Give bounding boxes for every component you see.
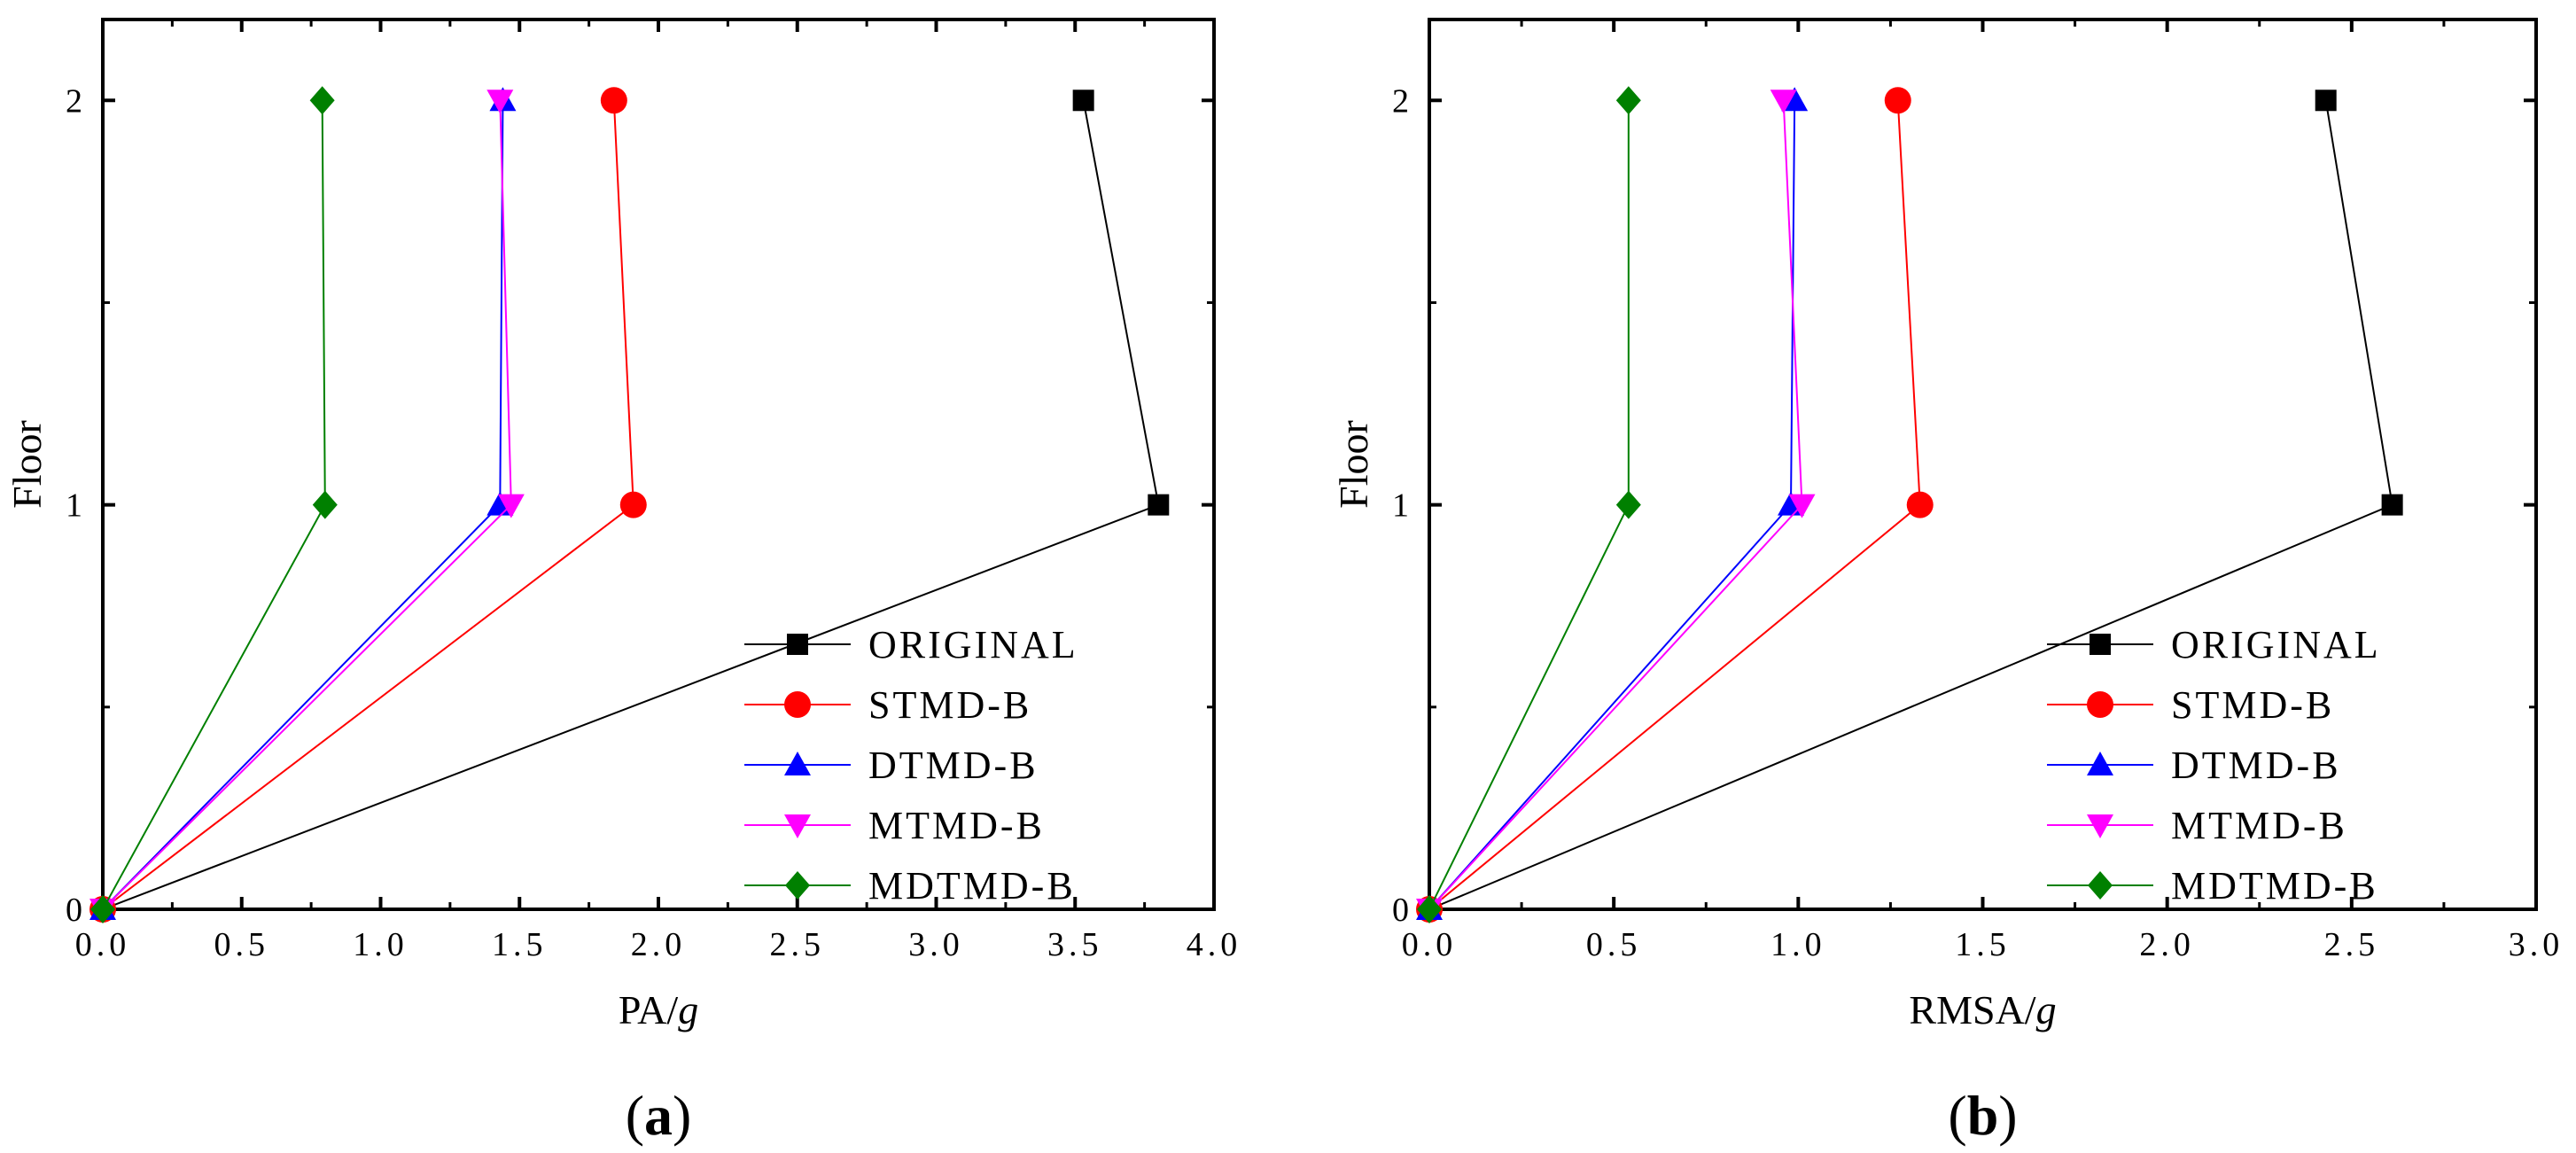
series-dtmd-b [89,87,517,920]
panel-label: (a) [626,1084,692,1147]
series-line [102,100,326,910]
x-tick-label: 1.0 [1771,926,1826,963]
y-tick-label: 1 [66,487,87,525]
legend-label: MTMD-B [2171,804,2347,847]
x-axis-title-italic: g [2036,987,2057,1032]
panel-label: (b) [1948,1084,2017,1147]
plot-frame [101,18,1216,911]
data-point [1615,490,1641,519]
data-point [1788,494,1816,518]
series-mdtmd-b [1417,86,1641,923]
series-dtmd-b [1416,87,1809,920]
series-line [102,100,634,910]
x-tick-label: 2.0 [631,926,687,963]
data-point [1417,895,1442,923]
series-line [1428,100,1796,910]
legend-marker [2087,691,2113,718]
x-tick-label: 2.5 [2324,926,2380,963]
legend-label: MTMD-B [868,804,1045,847]
legend-marker [2088,871,2113,900]
x-axis-title: PA/g [619,987,698,1032]
legend-marker [785,871,810,900]
legend-label: DTMD-B [2171,744,2341,787]
y-tick-label: 2 [66,82,87,120]
legend-marker [2087,752,2113,775]
y-axis-title: Floor [4,420,50,509]
series-mtmd-b [89,90,525,923]
data-point [1906,491,1934,518]
x-tick-label: 0.5 [214,926,270,963]
data-point [619,491,647,518]
panel-label-close: ) [673,1084,691,1147]
panel-label-letter: b [1967,1084,1999,1147]
x-tick-label: 3.5 [1047,926,1103,963]
x-tick-label: 4.0 [1187,926,1242,963]
series-mdtmd-b [90,86,338,923]
series-line [1428,100,1803,910]
data-point [486,90,514,114]
legend-label: STMD-B [2171,683,2334,727]
x-tick-label: 3.0 [908,926,964,963]
x-axis-title-main: PA/ [619,987,679,1032]
chart-panel-b: 0.0 0.5 1.0 1.5 2.0 2.5 3.0 0 1 2 RMSA/g Floor (b) OR… [1331,18,2564,1147]
series-line [1428,100,1630,910]
data-point [1072,90,1094,112]
legend-label: ORIGINAL [868,623,1078,666]
legend-label: MDTMD-B [2171,864,2378,908]
plot-frame [1428,18,2538,911]
x-tick-label: 2.0 [2139,926,2195,963]
x-axis-title: RMSA/g [1909,987,2056,1032]
data-point [90,895,115,923]
panel-label-open: ( [1948,1084,1966,1147]
x-tick-label: 0.0 [1402,926,1458,963]
y-axis-title: Floor [1331,420,1376,509]
y-tick-label: 1 [1392,487,1413,525]
data-point [2381,494,2403,516]
x-axis-title-main: RMSA/ [1909,987,2035,1032]
panel-label-open: ( [626,1084,644,1147]
legend-marker [784,752,811,775]
legend-label: STMD-B [868,683,1031,727]
series-stmd-b [89,87,647,923]
data-point [312,490,338,519]
legend-marker [784,691,811,718]
data-point [1615,86,1641,115]
legend: ORIGINAL STMD-B DTMD-B MTMD-B MDTMD-B [744,623,1078,908]
legend-marker [2090,634,2111,655]
series-line [1428,100,1921,910]
legend: ORIGINAL STMD-B DTMD-B MTMD-B MDTMD-B [2047,623,2381,908]
legend-marker [787,634,808,655]
x-tick-label: 3.0 [2509,926,2564,963]
x-tick-label: 2.5 [770,926,826,963]
x-tick-label: 1.5 [492,926,548,963]
data-point [1770,90,1797,114]
y-tick-label: 2 [1392,82,1413,120]
legend-label: ORIGINAL [2171,623,2381,666]
data-point [1884,87,1911,114]
data-point [497,494,525,518]
series-mtmd-b [1416,90,1816,923]
y-tick-label: 0 [66,892,87,929]
data-point [309,86,335,115]
legend-label: DTMD-B [868,744,1039,787]
data-point [600,87,627,114]
series-line [102,100,512,910]
x-axis-title-italic: g [678,987,698,1032]
legend-marker [784,814,811,838]
data-point [1148,494,1170,516]
y-tick-label: 0 [1392,892,1413,929]
x-tick-label: 1.5 [1955,926,2011,963]
legend-marker [2087,814,2113,838]
x-tick-label: 0.0 [75,926,131,963]
series-stmd-b [1416,87,1934,923]
panel-label-close: ) [1998,1084,2017,1147]
panel-label-letter: a [644,1084,673,1147]
series-line [102,100,504,910]
x-tick-label: 1.0 [353,926,409,963]
chart-panel-a: 0.0 0.5 1.0 1.5 2.0 2.5 3.0 3.5 4.0 0 1 2 PA/g Floor (… [4,18,1242,1147]
x-tick-label: 0.5 [1586,926,1642,963]
data-point [2315,90,2337,112]
legend-label: MDTMD-B [868,864,1076,908]
